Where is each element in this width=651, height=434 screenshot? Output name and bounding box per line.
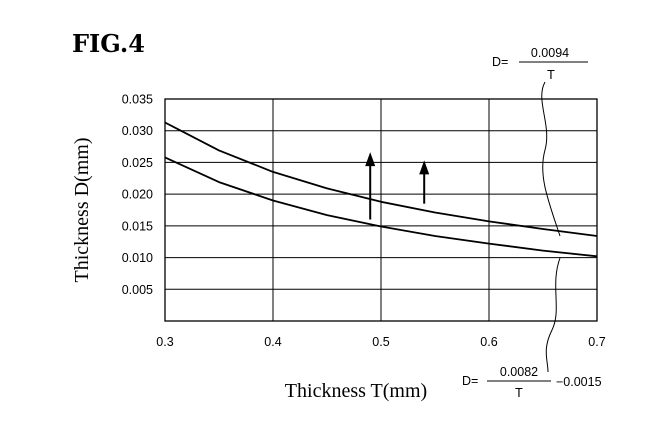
curves — [164, 121, 598, 258]
x-tick-label: 0.5 — [372, 335, 389, 349]
curve-line-2 — [164, 156, 598, 258]
y-tick-label: 0.025 — [122, 156, 153, 170]
y-tick-label: 0.010 — [122, 251, 153, 265]
formula-lower-suffix: −0.0015 — [556, 375, 602, 389]
formula-upper-denominator: T — [547, 68, 555, 82]
y-tick-label: 0.015 — [122, 219, 153, 233]
y-tick-label: 0.030 — [122, 124, 153, 138]
x-tick-label: 0.3 — [156, 335, 173, 349]
x-axis-label: Thickness T(mm) — [285, 380, 427, 402]
formula-upper-prefix: D= — [492, 55, 508, 69]
x-tick-label: 0.4 — [264, 335, 281, 349]
x-tick-label: 0.6 — [480, 335, 497, 349]
arrows — [365, 152, 430, 220]
formula-upper-leader — [541, 81, 561, 237]
formula-lower: D= 0.0082 T −0.0015 — [462, 365, 602, 400]
formula-lower-prefix: D= — [462, 374, 478, 388]
formula-lower-denominator: T — [515, 386, 523, 400]
formula-lower-leader — [545, 257, 561, 373]
arrow-head-2 — [419, 160, 430, 175]
y-tick-label: 0.035 — [122, 93, 153, 107]
y-axis-label: Thickness D(mm) — [71, 138, 93, 283]
figure-label: FIG.4 — [72, 29, 145, 58]
x-tick-label: 0.7 — [588, 335, 605, 349]
formula-lower-numerator: 0.0082 — [500, 365, 538, 379]
x-tick-labels: 0.3 0.4 0.5 0.6 0.7 — [156, 335, 605, 349]
curve-line-1 — [164, 121, 598, 237]
arrow-head-1 — [365, 152, 376, 167]
y-tick-labels: 0.005 0.010 0.015 0.020 0.025 0.030 0.035 — [122, 93, 153, 297]
grid — [164, 98, 598, 321]
y-tick-label: 0.020 — [122, 188, 153, 202]
plot-frame — [164, 98, 598, 322]
formula-upper: D= 0.0094 T — [492, 46, 588, 82]
formula-upper-numerator: 0.0094 — [531, 46, 569, 60]
y-tick-label: 0.005 — [122, 283, 153, 297]
